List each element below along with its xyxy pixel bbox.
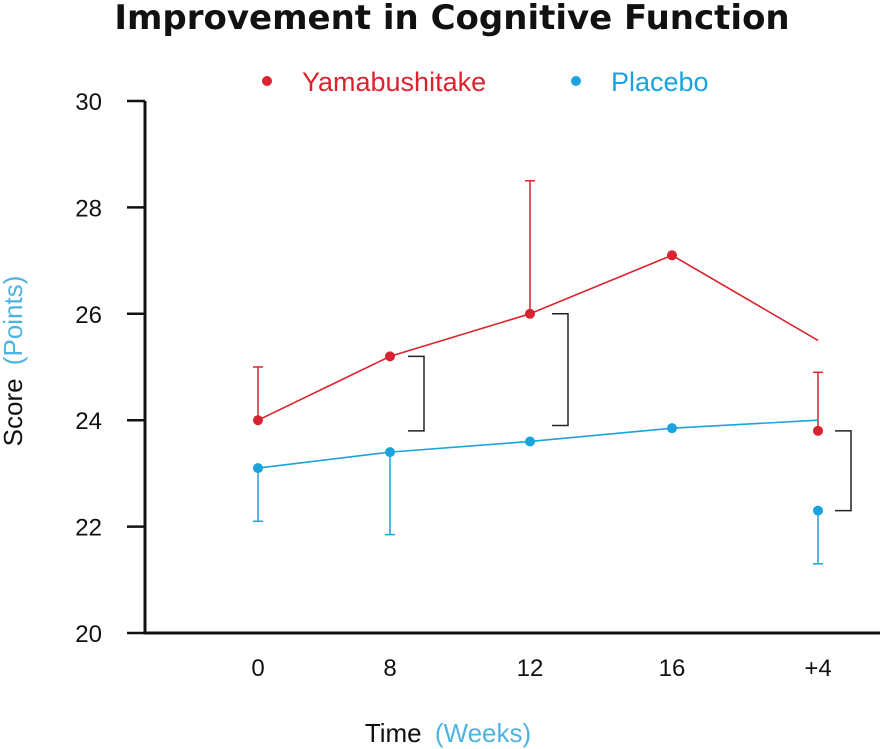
x-tick-label: 16 xyxy=(659,655,686,682)
legend: Yamabushitake Placebo xyxy=(262,67,709,97)
data-point-yamabushitake xyxy=(253,415,263,426)
data-point-yamabushitake xyxy=(385,351,395,362)
svg-text:Score (Points): Score (Points) xyxy=(0,276,28,447)
chart-title: Improvement in Cognitive Function xyxy=(114,0,789,38)
significance-bracket xyxy=(408,355,425,432)
series-line-yamabushitake xyxy=(257,254,819,421)
y-tick-label: 22 xyxy=(75,515,102,542)
plot-area: 20 22 24 26 28 30 0 8 12 16 +4 xyxy=(75,89,880,682)
data-point-yamabushitake xyxy=(813,425,823,436)
data-point-placebo xyxy=(385,447,395,458)
x-axis-label-main: Time xyxy=(365,718,422,748)
data-point-placebo xyxy=(813,505,823,516)
series-line-placebo xyxy=(257,419,819,469)
data-point-placebo xyxy=(667,423,677,434)
data-point-placebo xyxy=(253,463,263,474)
legend-marker-yamabushitake xyxy=(262,76,272,86)
significance-bracket xyxy=(835,430,852,512)
y-axis-label: Score (Points) xyxy=(0,276,28,447)
x-tick-label: +4 xyxy=(804,655,831,682)
legend-label-placebo: Placebo xyxy=(611,67,709,97)
y-axis-label-unit: (Points) xyxy=(0,276,28,366)
x-tick-label: 0 xyxy=(251,655,264,682)
y-tick-label: 28 xyxy=(75,195,102,222)
y-tick-label: 20 xyxy=(75,621,102,648)
y-tick-label: 24 xyxy=(75,408,102,435)
y-tick-label: 30 xyxy=(75,89,102,116)
x-tick-label: 8 xyxy=(383,655,396,682)
data-point-placebo xyxy=(525,436,535,447)
legend-label-yamabushitake: Yamabushitake xyxy=(302,67,486,97)
x-axis-label-unit: (Weeks) xyxy=(435,718,531,748)
y-axis-label-main: Score xyxy=(0,378,28,446)
x-axis-label: Time (Weeks) xyxy=(365,718,531,748)
data-point-yamabushitake xyxy=(667,250,677,261)
x-tick-label: 12 xyxy=(517,655,544,682)
y-tick-label: 26 xyxy=(75,302,102,329)
data-point-yamabushitake xyxy=(525,308,535,319)
significance-bracket xyxy=(552,313,569,427)
legend-marker-placebo xyxy=(571,76,581,86)
